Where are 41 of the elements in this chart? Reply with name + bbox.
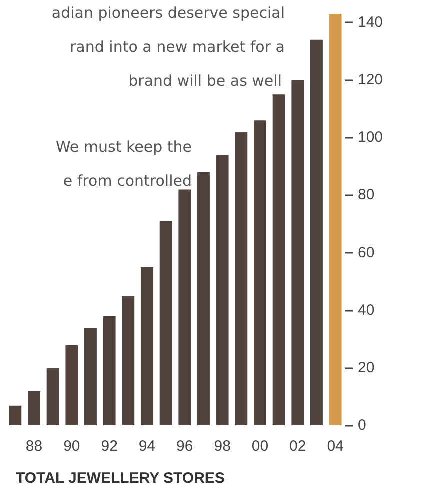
annotation: e from controlled [63,172,192,190]
bar [141,268,154,426]
bar [272,94,286,426]
y-tick-label: 20 [358,360,375,377]
annotation: rand into a new market for a [70,38,285,56]
annotation: brand will be as well [128,72,282,90]
x-tick-label: 00 [252,438,269,456]
annotation: We must keep the [56,138,192,156]
x-tick-label: 88 [26,438,43,456]
x-tick-label: 02 [290,438,306,456]
bar [122,296,135,426]
bar [254,120,266,426]
bar [28,391,40,426]
text: TOTAL JEWELLERY STORES [16,470,225,487]
y-tick-label: 80 [358,186,375,204]
x-tick-label: 96 [176,438,194,456]
bar [178,190,192,426]
y-tick-label: 0 [358,417,366,434]
bar [235,132,248,426]
x-tick-label: 04 [327,438,344,456]
bar [216,155,229,426]
bar [310,40,323,426]
bar [46,368,60,426]
bar [160,221,172,426]
bar [292,80,304,426]
x-tick-label: 90 [64,438,80,456]
bar [66,345,78,426]
y-tick-label: 120 [358,71,384,88]
x-tick-label: 94 [138,438,156,456]
y-tick-label: 60 [358,244,375,262]
bar [329,14,342,426]
bar [103,316,116,426]
y-tick-label: 40 [358,302,375,319]
x-tick-label: 98 [214,438,231,456]
x-tick-label: 92 [101,438,118,456]
y-tick-label: 140 [358,14,384,31]
bar [9,406,22,426]
bar [198,172,210,426]
y-tick-label: 100 [358,129,384,146]
annotation: adian pioneers deserve special [52,4,285,22]
bar [84,328,97,426]
